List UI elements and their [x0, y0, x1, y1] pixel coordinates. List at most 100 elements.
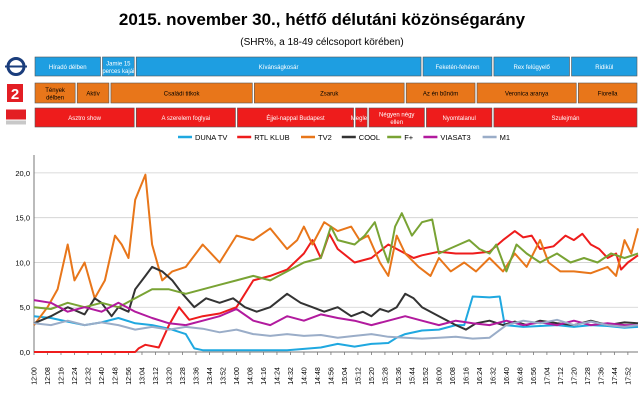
program-label: Jamie 15	[106, 61, 131, 67]
program-label: Feketén-fehéren	[435, 65, 479, 71]
program-label: Aktív	[86, 92, 99, 98]
legend-item: TV2	[301, 133, 332, 142]
legend-item: DUNA TV	[178, 133, 227, 142]
rtl-logo-sub	[6, 120, 26, 125]
x-tick-label: 13:36	[193, 367, 200, 385]
program-block	[237, 107, 354, 128]
x-tick-label: 17:12	[558, 367, 565, 385]
program-label: Az én bűnöm	[423, 92, 458, 98]
x-tick-label: 16:00	[436, 367, 443, 385]
x-tick-label: 14:16	[261, 367, 268, 385]
program-label: Veronica aranya	[505, 92, 549, 98]
program-block	[135, 107, 236, 128]
legend-label: VIASAT3	[440, 133, 470, 142]
x-tick-label: 13:04	[139, 367, 146, 385]
program-label: Szulejmán	[551, 116, 579, 122]
x-tick-label: 14:32	[288, 367, 295, 385]
x-tick-label: 16:32	[490, 367, 497, 385]
chart-title: 2015. november 30., hétfő délutáni közön…	[118, 10, 526, 29]
rtl-logo-block	[6, 109, 26, 120]
program-block	[422, 56, 493, 77]
program-label: Négyen négy	[379, 112, 414, 118]
x-tick-label: 12:32	[85, 367, 92, 385]
legend-item: F+	[387, 133, 414, 142]
x-tick-label: 15:44	[409, 367, 416, 385]
x-tick-label: 17:04	[544, 367, 551, 385]
legend-item: RTL KLUB	[237, 133, 290, 142]
legend-item: COOL	[341, 133, 380, 142]
program-label: Meglepi	[351, 116, 372, 122]
program-block	[405, 82, 476, 104]
legend-label: RTL KLUB	[254, 133, 289, 142]
x-tick-label: 15:12	[355, 367, 362, 385]
x-tick-label: 12:56	[126, 367, 133, 385]
tv2-logo-glyph: 2	[11, 86, 19, 103]
legend-label: COOL	[359, 133, 380, 142]
x-tick-label: 15:28	[382, 367, 389, 385]
legend-label: F+	[404, 133, 414, 142]
program-block	[76, 82, 110, 104]
program-label: Híradó délben	[49, 65, 87, 71]
program-block	[254, 82, 405, 104]
x-tick-label: 15:52	[423, 367, 430, 385]
x-tick-label: 13:44	[207, 367, 214, 385]
program-label: Nyomtalanul	[442, 116, 475, 122]
y-tick-label: 20,0	[15, 169, 30, 178]
m1-logo-icon	[5, 57, 27, 76]
program-label: Tények	[45, 88, 66, 94]
tv2-logo-block	[7, 84, 23, 102]
x-tick-label: 14:24	[274, 367, 281, 385]
legend-label: TV2	[318, 133, 332, 142]
program-label: Zsaruk	[320, 92, 339, 98]
x-tick-label: 14:40	[301, 367, 308, 385]
x-tick-label: 14:56	[328, 367, 335, 385]
program-block	[493, 56, 570, 77]
x-tick-label: 17:28	[585, 367, 592, 385]
x-tick-label: 13:28	[180, 367, 187, 385]
legend-label: DUNA TV	[195, 133, 227, 142]
legend-item: M1	[482, 133, 510, 142]
x-tick-label: 12:00	[32, 367, 39, 385]
program-label: Családi titkok	[164, 92, 201, 98]
x-tick-label: 17:20	[571, 367, 578, 385]
tv2-logo-icon: 2	[7, 84, 23, 103]
x-tick-label: 17:52	[625, 367, 632, 385]
schedule-row-0: Híradó délben Jamie 15 perces kajái Kívánsá…	[5, 56, 638, 77]
x-tick-label: 14:48	[315, 367, 322, 385]
x-tick-label: 16:40	[504, 367, 511, 385]
x-tick-label: 15:04	[342, 367, 349, 385]
x-tick-label: 16:48	[517, 367, 524, 385]
x-tick-label: 12:08	[45, 367, 52, 385]
program-block	[571, 56, 638, 77]
program-label: perces kajái	[102, 69, 134, 75]
x-tick-label: 13:20	[166, 367, 173, 385]
x-tick-label: 16:24	[477, 367, 484, 385]
program-block	[355, 107, 368, 128]
program-label: Kívánságkosár	[259, 65, 299, 71]
series-line	[33, 318, 639, 340]
legend-label: M1	[500, 133, 510, 142]
x-tick-label: 14:00	[234, 367, 241, 385]
schedule-row-2: Asztro show A szerelem foglyai Éjjel-nappa…	[6, 107, 638, 128]
series-line	[33, 212, 639, 310]
program-block	[110, 82, 253, 104]
x-tick-label: 16:56	[531, 367, 538, 385]
program-label: Fiorella	[598, 92, 618, 98]
y-tick-label: 5,0	[20, 303, 30, 312]
legend-item: VIASAT3	[423, 133, 471, 142]
x-tick-label: 13:12	[153, 367, 160, 385]
program-label: A szerelem foglyai	[161, 116, 210, 122]
program-block	[476, 82, 577, 104]
program-block	[34, 82, 76, 104]
rtl-klub-logo-icon	[6, 109, 26, 125]
x-tick-label: 13:52	[220, 367, 227, 385]
x-tick-label: 15:36	[396, 367, 403, 385]
program-label: Éjjel-nappal Budapest	[266, 115, 325, 122]
program-block	[34, 56, 101, 77]
x-tick-label: 12:16	[58, 367, 65, 385]
program-block	[368, 107, 425, 128]
program-block	[426, 107, 493, 128]
